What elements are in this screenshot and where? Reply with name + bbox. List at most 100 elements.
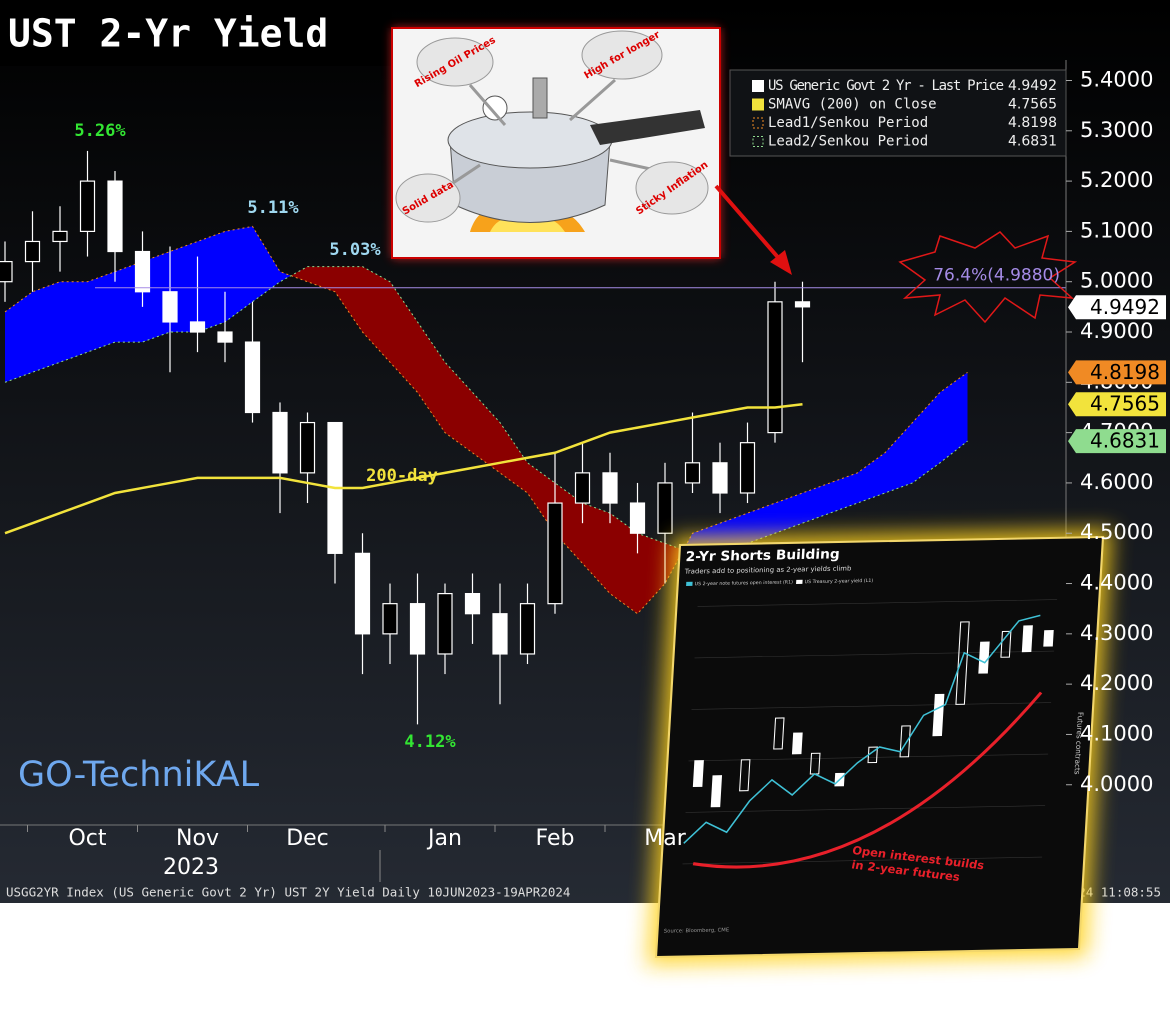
legend-box (729, 69, 1067, 157)
candle-body (767, 301, 783, 434)
candle-body (492, 613, 508, 655)
cloud (747, 503, 775, 544)
news-title: 2-Yr Shorts Building (685, 546, 840, 565)
thought-cloud (395, 173, 461, 223)
legend-swatch (686, 581, 693, 587)
legend-label: SMAVG (200) on Close (768, 97, 937, 113)
news-curve (692, 691, 1043, 869)
news-legend: US Treasury 2-year yield (L1) (804, 578, 873, 585)
cloud (5, 291, 33, 383)
cloud (335, 266, 363, 333)
series-line (4, 266, 968, 554)
thought-cloud (635, 161, 709, 215)
cloud (445, 362, 473, 453)
cloud (87, 271, 115, 353)
value-tag (1068, 360, 1166, 385)
cloud (500, 422, 528, 493)
cooker-handle (590, 110, 705, 145)
legend: US Generic Govt 2 Yr - Last Price 4.9492 S… (752, 78, 1057, 150)
candle-body (52, 230, 68, 243)
cloud (830, 472, 858, 514)
annotation: 5.11% (247, 198, 299, 218)
cloud (857, 452, 885, 504)
cloud (885, 422, 913, 493)
value-tag (1068, 429, 1166, 454)
arrow-head (770, 250, 792, 275)
y-tick-label: 4.4000 (1080, 571, 1153, 595)
cooker-lid (447, 111, 613, 169)
candle-body (437, 592, 453, 655)
cloud (280, 271, 291, 282)
x-tick-label: Mar (644, 826, 686, 851)
x-tick-label: Dec (286, 826, 329, 851)
x-tick-label: Oct (68, 826, 106, 851)
timestamp: 24 11:08:55 (1078, 885, 1161, 900)
candle-body (354, 552, 371, 635)
candle-body (134, 250, 151, 293)
candle-body (382, 603, 398, 635)
cloud (610, 513, 638, 614)
news-y-label: Futures contracts (1072, 712, 1085, 775)
candle-body (272, 411, 288, 474)
news-legend: US 2-year note futures open interest (R1… (694, 579, 793, 587)
branding: GO-TechniKAL (18, 755, 260, 795)
candle-body (244, 341, 261, 414)
candle-body (602, 472, 618, 504)
legend-swatch (752, 80, 764, 92)
legend-value: 4.7565 (1008, 97, 1057, 113)
cloud (362, 266, 390, 363)
value-tag (1068, 392, 1166, 417)
year-label: 2023 (163, 855, 219, 880)
footer: USGG2YR Index (US Generic Govt 2 Yr) UST… (6, 885, 570, 900)
value-tag-label: 4.7565 (1090, 392, 1160, 416)
cloud (390, 281, 418, 393)
plot-area (0, 150, 1066, 725)
value-tag-label: 4.8198 (1090, 360, 1160, 384)
annotation: 5.03% (329, 240, 381, 260)
cloud (225, 226, 253, 322)
cloud (582, 503, 610, 594)
x-tick-label: Jan (426, 826, 462, 851)
starburst (898, 231, 1078, 324)
cooker-image: Rising Oil Prices High for longer Solid … (391, 27, 721, 259)
candle-body (739, 442, 756, 494)
candle-body (299, 421, 316, 474)
candle-body (712, 462, 728, 494)
value-tag (1068, 295, 1166, 320)
candle-body (574, 472, 591, 504)
cloud (307, 266, 335, 292)
cloud (637, 533, 665, 614)
candle-body (519, 603, 536, 655)
legend-label: Lead1/Senkou Period (768, 115, 928, 131)
candle-body (629, 502, 646, 534)
thought-cloud (581, 30, 663, 80)
candle-body (464, 592, 481, 615)
cloud (291, 266, 308, 282)
cooker-valve (532, 77, 548, 119)
x-tick-label: Nov (176, 826, 219, 851)
candle-body (794, 301, 811, 308)
steam (468, 84, 507, 126)
y-tick-label: 5.2000 (1080, 168, 1153, 192)
candle-body (409, 603, 426, 655)
candle-body (547, 502, 563, 605)
y-tick-label: 4.0000 (1080, 772, 1153, 796)
legend-swatch (752, 136, 764, 147)
news-subtitle: Traders add to positioning as 2-year yie… (684, 565, 852, 576)
legend-swatch (752, 117, 764, 129)
legend-label: US Generic Govt 2 Yr - Last Price (768, 78, 1004, 94)
legend-value: 4.8198 (1008, 115, 1057, 131)
candle-body (657, 482, 673, 534)
legend-label: Lead2/Senkou Period (768, 134, 928, 150)
y-tick-label: 5.3000 (1080, 118, 1153, 142)
annotation: 4.12% (404, 732, 456, 752)
y-tick-label: 4.5000 (1080, 520, 1153, 544)
candle-body (24, 240, 41, 263)
news-line (683, 614, 1041, 844)
steam (449, 163, 481, 187)
cloud (472, 392, 500, 473)
legend-swatch (796, 579, 803, 584)
cloud (775, 492, 803, 534)
candle-body (0, 260, 13, 283)
